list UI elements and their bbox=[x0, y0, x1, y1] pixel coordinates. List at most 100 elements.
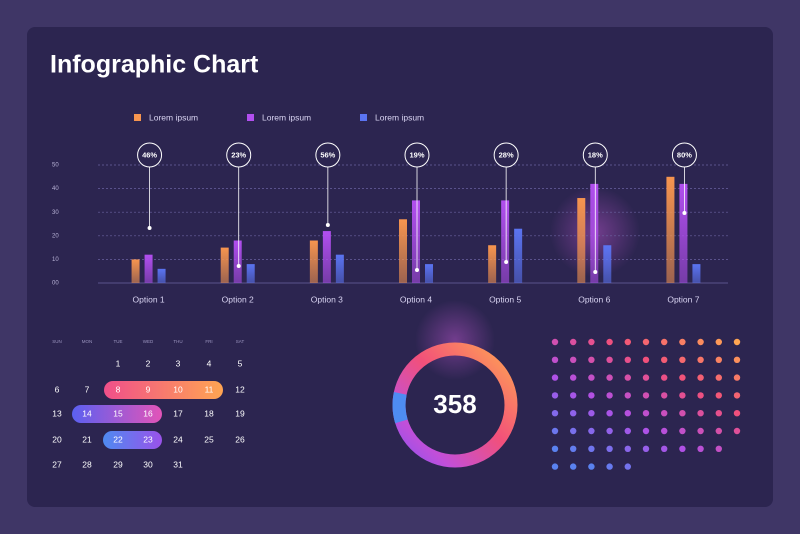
bar bbox=[233, 240, 242, 283]
callout-dot bbox=[415, 268, 419, 272]
decor-dot bbox=[661, 374, 668, 381]
calendar-day: 8 bbox=[116, 384, 121, 394]
calendar-day: 21 bbox=[82, 434, 92, 444]
callout-circle bbox=[671, 142, 697, 168]
calendar-day: 31 bbox=[173, 459, 183, 469]
decor-dot bbox=[551, 356, 559, 363]
callout-dot bbox=[147, 226, 152, 230]
decor-dot bbox=[606, 338, 613, 346]
decor-dot bbox=[642, 356, 650, 363]
y-tick-label: 20 bbox=[52, 233, 59, 239]
legend-swatch bbox=[134, 114, 141, 121]
bar bbox=[679, 183, 688, 283]
decor-dot bbox=[606, 410, 613, 417]
x-tick-label: Option 3 bbox=[311, 294, 343, 304]
decor-dot bbox=[661, 445, 668, 452]
decor-dot bbox=[679, 374, 686, 381]
decor-dot bbox=[661, 356, 668, 363]
decor-dot bbox=[588, 338, 595, 346]
decor-dot bbox=[570, 445, 577, 452]
weekday-label: SUN bbox=[52, 339, 62, 344]
bar bbox=[157, 268, 166, 283]
bar bbox=[246, 264, 255, 283]
calendar-day: 27 bbox=[52, 459, 62, 469]
decor-dot bbox=[661, 427, 668, 435]
calendar-day: 29 bbox=[113, 459, 123, 469]
decor-dot bbox=[715, 392, 722, 399]
calendar-day: 30 bbox=[143, 459, 153, 469]
calendar-day: 9 bbox=[146, 384, 151, 394]
legend-swatch bbox=[247, 114, 254, 121]
decor-dot bbox=[606, 356, 613, 363]
decor-dot bbox=[606, 445, 613, 452]
range-pill bbox=[103, 431, 162, 449]
callout-dot bbox=[236, 264, 241, 268]
bar bbox=[590, 183, 599, 283]
decor-dot bbox=[642, 338, 650, 346]
decor-dot bbox=[733, 374, 741, 381]
decor-dot bbox=[679, 410, 686, 417]
decor-dot bbox=[679, 427, 686, 435]
decor-dot bbox=[642, 374, 650, 381]
decor-dot bbox=[733, 427, 741, 435]
callout-dot bbox=[504, 260, 509, 264]
bar bbox=[335, 254, 344, 283]
calendar-day: 11 bbox=[205, 384, 214, 394]
callout-circle bbox=[582, 142, 608, 168]
calendar-day: 10 bbox=[173, 384, 183, 394]
bar bbox=[144, 254, 153, 283]
x-tick-label: Option 1 bbox=[133, 294, 165, 304]
weekday-label: TUE bbox=[114, 339, 123, 344]
decor-dot bbox=[715, 410, 722, 417]
bar bbox=[514, 228, 523, 283]
decor-dot bbox=[606, 427, 613, 435]
x-tick-label: Option 6 bbox=[578, 294, 610, 304]
x-tick-label: Option 4 bbox=[400, 294, 432, 304]
legend-label: Lorem ipsum bbox=[149, 112, 198, 122]
calendar-day: 12 bbox=[235, 384, 245, 394]
bar bbox=[501, 200, 510, 283]
bar bbox=[399, 219, 407, 283]
decor-dot bbox=[624, 392, 631, 399]
decor-dot bbox=[715, 427, 722, 435]
decor-dot bbox=[661, 410, 668, 417]
decor-dot bbox=[588, 392, 595, 399]
decor-dot bbox=[570, 410, 577, 417]
bar bbox=[220, 247, 229, 283]
y-tick-label: 10 bbox=[52, 257, 59, 263]
decor-dot bbox=[733, 410, 741, 417]
bar bbox=[322, 231, 331, 283]
y-tick-label: 40 bbox=[52, 186, 59, 192]
calendar-day: 4 bbox=[207, 358, 212, 368]
calendar-day: 23 bbox=[143, 434, 153, 444]
decor-dot bbox=[606, 374, 613, 381]
decor-dot bbox=[551, 374, 559, 381]
decor-dot bbox=[715, 374, 722, 381]
weekday-label: MON bbox=[82, 339, 93, 344]
decor-dot bbox=[570, 356, 577, 363]
calendar-day: 26 bbox=[235, 434, 245, 444]
decor-dot bbox=[588, 463, 595, 470]
bar bbox=[577, 198, 586, 283]
y-tick-label: 50 bbox=[52, 163, 59, 169]
decor-dot bbox=[570, 374, 577, 381]
calendar-day: 7 bbox=[85, 384, 90, 394]
x-tick-label: Option 2 bbox=[222, 294, 254, 304]
decor-dot bbox=[624, 356, 631, 363]
calendar-day: 24 bbox=[173, 434, 183, 444]
decor-dot bbox=[697, 445, 704, 452]
range-pill bbox=[72, 405, 162, 423]
decor-dot bbox=[570, 427, 577, 435]
donut-segment bbox=[392, 392, 408, 424]
callout-dot bbox=[325, 223, 330, 227]
calendar-day: 25 bbox=[204, 434, 214, 444]
decor-dot bbox=[570, 463, 577, 470]
decor-dot bbox=[551, 445, 559, 452]
decor-dot bbox=[715, 338, 722, 346]
decor-dot bbox=[606, 463, 613, 470]
callout-label: 56% bbox=[320, 150, 335, 159]
decor-dot bbox=[697, 374, 704, 381]
calendar-day: 2 bbox=[146, 358, 151, 368]
